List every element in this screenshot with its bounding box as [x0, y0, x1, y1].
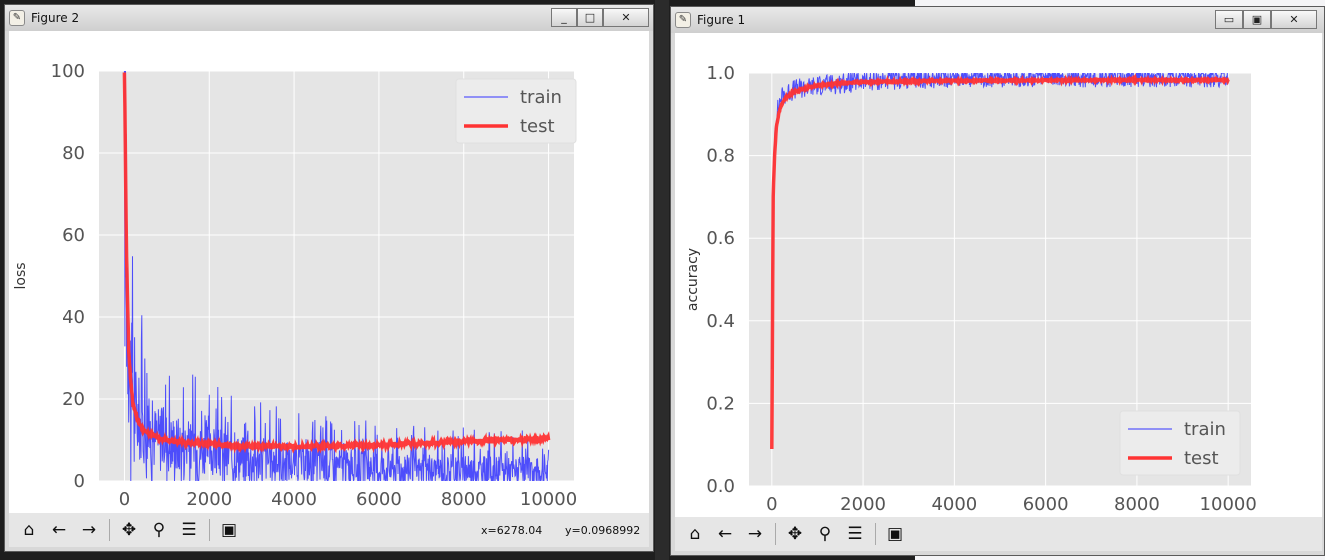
cursor-y-readout: y=0.0968992	[565, 524, 641, 537]
zoom-icon[interactable]: ⚲	[152, 520, 166, 540]
forward-arrow-icon[interactable]: →	[81, 520, 97, 540]
navigation-toolbar: ⌂ ← → ✥ ⚲ ☰ ▣	[675, 517, 1322, 551]
home-icon[interactable]: ⌂	[23, 520, 35, 540]
forward-arrow-icon[interactable]: →	[747, 524, 763, 544]
figure-canvas[interactable]: 0 2000 4000 6000 8000 10000 0 20 40 60 80 100 loss tr…	[9, 31, 649, 513]
y-tick-label: 0.2	[706, 393, 735, 414]
y-tick-label: 0.8	[706, 146, 735, 167]
y-tick-label: 100	[51, 61, 85, 82]
navigation-toolbar: ⌂ ← → ✥ ⚲ ☰ ▣ x=6278.04 y=0.0968992	[9, 513, 649, 547]
series-line-train	[123, 71, 550, 481]
zoom-icon[interactable]: ⚲	[818, 524, 832, 544]
y-tick-label: 0.0	[706, 476, 735, 497]
toolbar-separator	[209, 519, 210, 541]
save-icon[interactable]: ▣	[220, 520, 238, 540]
minimize-button[interactable]: _	[551, 8, 577, 27]
legend-label-test: test	[520, 116, 555, 137]
home-icon[interactable]: ⌂	[689, 524, 701, 544]
x-tick-label: 2000	[186, 489, 232, 510]
y-tick-label: 1.0	[706, 63, 735, 84]
minimize-button[interactable]: ▭	[1215, 10, 1243, 29]
y-tick-label: 80	[62, 143, 85, 164]
x-tick-label: 8000	[1114, 494, 1160, 515]
legend-label-train: train	[520, 87, 562, 108]
figure-canvas[interactable]: 0 2000 4000 6000 8000 10000 0.0 0.2 0.4 0.6 0.8 1.0…	[675, 33, 1322, 519]
title-bar[interactable]: ✎ Figure 1 ▭ ▣ ✕	[671, 7, 1324, 33]
y-tick-label: 0.4	[706, 311, 735, 332]
back-arrow-icon[interactable]: ←	[51, 520, 67, 540]
save-icon[interactable]: ▣	[886, 524, 904, 544]
y-tick-label: 40	[62, 307, 85, 328]
x-tick-label: 6000	[1023, 494, 1069, 515]
x-tick-label: 2000	[840, 494, 886, 515]
legend: train test	[455, 78, 577, 144]
toolbar-separator	[875, 523, 876, 545]
x-tick-label: 4000	[931, 494, 977, 515]
matplotlib-app-icon: ✎	[675, 12, 691, 28]
y-tick-label: 60	[62, 225, 85, 246]
maximize-button[interactable]: □	[577, 8, 603, 27]
window-title: Figure 2	[31, 11, 80, 25]
legend-label-train: train	[1184, 419, 1226, 440]
close-button[interactable]: ✕	[603, 8, 649, 27]
legend: train test	[1119, 410, 1241, 476]
x-tick-label: 10000	[520, 489, 577, 510]
y-tick-label: 0	[74, 471, 85, 492]
x-tick-label: 8000	[441, 489, 487, 510]
figure-window-1[interactable]: ✎ Figure 1 ▭ ▣ ✕ 0 2000 4000 6000 8000 10000 0…	[670, 6, 1325, 556]
pan-icon[interactable]: ✥	[787, 524, 803, 544]
figure-window-2[interactable]: ✎ Figure 2 _ □ ✕ 0 2000 4000 6000 8000 10000 0…	[4, 4, 654, 552]
window-title: Figure 1	[697, 13, 746, 27]
toolbar-separator	[775, 523, 776, 545]
background-terminal-strip	[655, 0, 669, 560]
series-line-test	[122, 72, 551, 454]
close-button[interactable]: ✕	[1271, 10, 1317, 29]
y-tick-label: 0.6	[706, 228, 735, 249]
title-bar[interactable]: ✎ Figure 2 _ □ ✕	[5, 5, 653, 31]
back-arrow-icon[interactable]: ←	[717, 524, 733, 544]
series-line-test	[770, 73, 1230, 450]
subplots-config-icon[interactable]: ☰	[847, 524, 863, 544]
cursor-x-readout: x=6278.04	[481, 524, 543, 537]
y-axis-label: loss	[13, 262, 29, 289]
pan-icon[interactable]: ✥	[121, 520, 137, 540]
loss-chart: 0 2000 4000 6000 8000 10000 0 20 40 60 80 100 loss tr…	[13, 61, 577, 510]
series-line-train	[771, 73, 1229, 370]
legend-label-test: test	[1184, 448, 1219, 469]
subplots-config-icon[interactable]: ☰	[181, 520, 197, 540]
y-axis-label: accuracy	[685, 248, 701, 311]
matplotlib-app-icon: ✎	[9, 10, 25, 26]
x-tick-label: 4000	[271, 489, 317, 510]
toolbar-separator	[109, 519, 110, 541]
accuracy-chart: 0 2000 4000 6000 8000 10000 0.0 0.2 0.4 0.6 0.8 1.0…	[685, 63, 1257, 515]
restore-button[interactable]: ▣	[1243, 10, 1271, 29]
x-tick-label: 10000	[1200, 494, 1257, 515]
x-tick-label: 0	[119, 489, 130, 510]
y-tick-label: 20	[62, 389, 85, 410]
x-tick-label: 6000	[356, 489, 402, 510]
x-tick-label: 0	[766, 494, 777, 515]
